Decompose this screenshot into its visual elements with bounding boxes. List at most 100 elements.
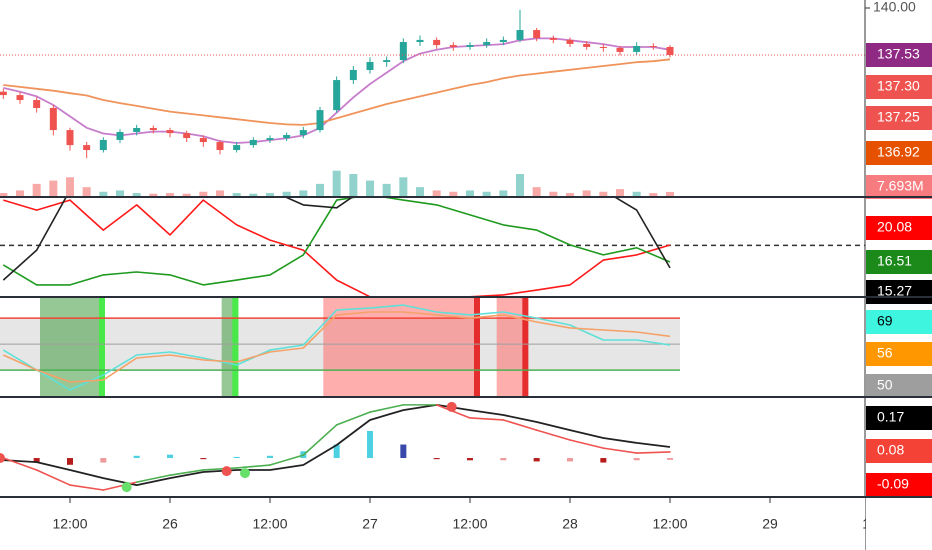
price-label-bg bbox=[866, 473, 932, 497]
volume-bar bbox=[549, 191, 558, 197]
x-tick-label: 12:00 bbox=[452, 516, 487, 532]
candle-body bbox=[49, 108, 57, 131]
indicator-line bbox=[2, 197, 671, 286]
candle-body bbox=[433, 39, 441, 46]
price-label: 0.17 bbox=[877, 409, 904, 425]
candle-body bbox=[83, 145, 91, 151]
volume-bar bbox=[399, 177, 408, 197]
cross-marker bbox=[121, 482, 132, 493]
indicator-line bbox=[3, 404, 671, 486]
price-label: 69 bbox=[877, 313, 893, 329]
volume-bar bbox=[16, 190, 24, 197]
candle-body bbox=[649, 46, 657, 48]
price-label: 56 bbox=[877, 345, 893, 361]
volume-bar bbox=[516, 174, 524, 197]
candle-body bbox=[149, 127, 157, 131]
price-label-bg bbox=[866, 342, 932, 366]
macd-segment bbox=[135, 474, 171, 483]
volume-bar bbox=[666, 191, 674, 197]
histogram-bar bbox=[433, 458, 440, 460]
macd-segment bbox=[169, 469, 205, 476]
macd-segment bbox=[635, 451, 671, 454]
candle-body bbox=[266, 138, 274, 140]
price-label: 7.693M bbox=[877, 178, 924, 194]
panel bbox=[0, 9, 674, 197]
price-label: 137.25 bbox=[877, 109, 920, 125]
candle-body bbox=[616, 47, 624, 52]
axis-corner bbox=[866, 498, 932, 550]
price-label: -0.09 bbox=[877, 476, 909, 492]
indicator-line bbox=[2, 197, 671, 281]
price-label-bg bbox=[866, 216, 932, 240]
volume-bar bbox=[132, 193, 141, 197]
candle-body bbox=[216, 142, 224, 151]
volume-bar bbox=[232, 193, 241, 197]
histogram-bar bbox=[467, 458, 473, 461]
cross-marker bbox=[221, 466, 232, 477]
candle-body bbox=[549, 38, 557, 40]
volume-bar bbox=[66, 177, 74, 197]
candle-body bbox=[133, 127, 141, 132]
volume-bar bbox=[32, 183, 41, 197]
histogram-bar bbox=[133, 455, 140, 459]
histogram-bar bbox=[500, 458, 507, 461]
histogram-bar bbox=[367, 431, 373, 459]
histogram-bar bbox=[267, 455, 273, 459]
price-label-bg bbox=[866, 175, 932, 199]
volume-bar bbox=[99, 191, 108, 197]
x-tick-label: 26 bbox=[162, 516, 178, 532]
volume-bar bbox=[332, 170, 341, 197]
zone-edge bbox=[99, 297, 105, 397]
panel bbox=[0, 401, 673, 493]
price-label-bg bbox=[866, 250, 932, 274]
volume-bar bbox=[482, 191, 491, 197]
indicator-line bbox=[3, 37, 671, 144]
candle-body bbox=[599, 46, 607, 48]
volume-bar bbox=[166, 193, 174, 197]
candle-body bbox=[449, 45, 457, 47]
x-tick-label: 28 bbox=[562, 516, 578, 532]
macd-segment bbox=[69, 484, 105, 491]
histogram-bar bbox=[233, 456, 240, 459]
macd-segment bbox=[235, 464, 271, 469]
histogram-bar bbox=[667, 458, 673, 460]
volume-bar bbox=[599, 191, 608, 197]
volume-bar bbox=[466, 190, 474, 197]
indicator-line bbox=[3, 199, 671, 297]
candle-body bbox=[466, 45, 474, 47]
macd-segment bbox=[202, 467, 238, 471]
candle-body bbox=[116, 131, 124, 140]
indicator-line bbox=[2, 311, 671, 383]
cross-marker bbox=[240, 468, 250, 479]
price-label: 136.92 bbox=[877, 144, 920, 160]
candle-body bbox=[366, 61, 374, 70]
macd-segment bbox=[602, 447, 638, 454]
volume-bar bbox=[49, 180, 58, 197]
x-tick-label: 12:00 bbox=[252, 516, 287, 532]
macd-segment bbox=[569, 439, 605, 449]
histogram-bar bbox=[400, 444, 407, 459]
volume-bar bbox=[382, 183, 391, 197]
macd-segment bbox=[535, 429, 571, 441]
price-label: 16.51 bbox=[877, 253, 912, 269]
price-label-bg bbox=[866, 439, 932, 463]
volume-bar bbox=[349, 174, 358, 197]
candle-body bbox=[33, 100, 41, 109]
histogram-bar bbox=[33, 458, 40, 463]
candle-body bbox=[0, 91, 7, 96]
candle-body bbox=[583, 43, 591, 47]
zone-edge bbox=[232, 297, 239, 397]
price-label-bg bbox=[866, 406, 932, 430]
macd-segment bbox=[269, 454, 305, 466]
price-label-bg bbox=[866, 141, 932, 165]
volume-bar bbox=[632, 191, 641, 197]
candle-body bbox=[533, 30, 541, 39]
candle-body bbox=[483, 42, 491, 46]
macd-segment bbox=[502, 419, 538, 431]
candle-body bbox=[666, 46, 674, 55]
candle-body bbox=[283, 135, 291, 139]
candle-body bbox=[199, 138, 207, 143]
candle-body bbox=[299, 130, 307, 136]
